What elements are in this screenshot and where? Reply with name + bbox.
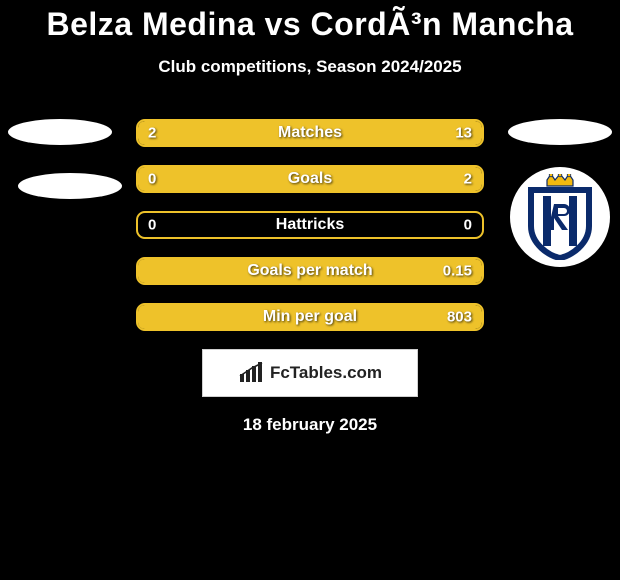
season-subtitle: Club competitions, Season 2024/2025: [0, 57, 620, 77]
shield-icon: [521, 174, 599, 260]
stat-bar: 2 Matches 13: [136, 119, 484, 147]
player-left-badge-2: [18, 173, 122, 199]
brand-box: FcTables.com: [202, 349, 418, 397]
stat-bar: 0 Hattricks 0: [136, 211, 484, 239]
stat-left-value: 2: [148, 125, 156, 142]
stat-label: Goals per match: [247, 262, 372, 280]
brand-text: FcTables.com: [270, 363, 382, 383]
stat-right-value: 0: [464, 217, 472, 234]
stat-bars: 2 Matches 13 0 Goals 2 0 Hattricks 0: [136, 119, 484, 349]
bar-chart-icon: [238, 362, 264, 384]
player-right-club-logo: [510, 167, 610, 267]
date-line: 18 february 2025: [0, 415, 620, 435]
comparison-card: Belza Medina vs CordÃ³n Mancha Club comp…: [0, 0, 620, 435]
stats-area: 2 Matches 13 0 Goals 2 0 Hattricks 0: [0, 119, 620, 329]
stat-bar: 0 Goals 2: [136, 165, 484, 193]
stat-label: Min per goal: [263, 308, 357, 326]
page-title: Belza Medina vs CordÃ³n Mancha: [0, 0, 620, 43]
stat-label: Matches: [278, 124, 342, 142]
stat-left-value: 0: [148, 217, 156, 234]
stat-left-value: 0: [148, 171, 156, 188]
player-right-badge-1: [508, 119, 612, 145]
stat-bar: Goals per match 0.15: [136, 257, 484, 285]
stat-label: Hattricks: [276, 216, 344, 234]
stat-right-value: 0.15: [443, 263, 472, 280]
stat-bar-left-fill: [138, 121, 183, 145]
stat-label: Goals: [288, 170, 332, 188]
stat-bar: Min per goal 803: [136, 303, 484, 331]
stat-right-value: 2: [464, 171, 472, 188]
stat-right-value: 803: [447, 309, 472, 326]
player-left-badge-1: [8, 119, 112, 145]
stat-right-value: 13: [455, 125, 472, 142]
